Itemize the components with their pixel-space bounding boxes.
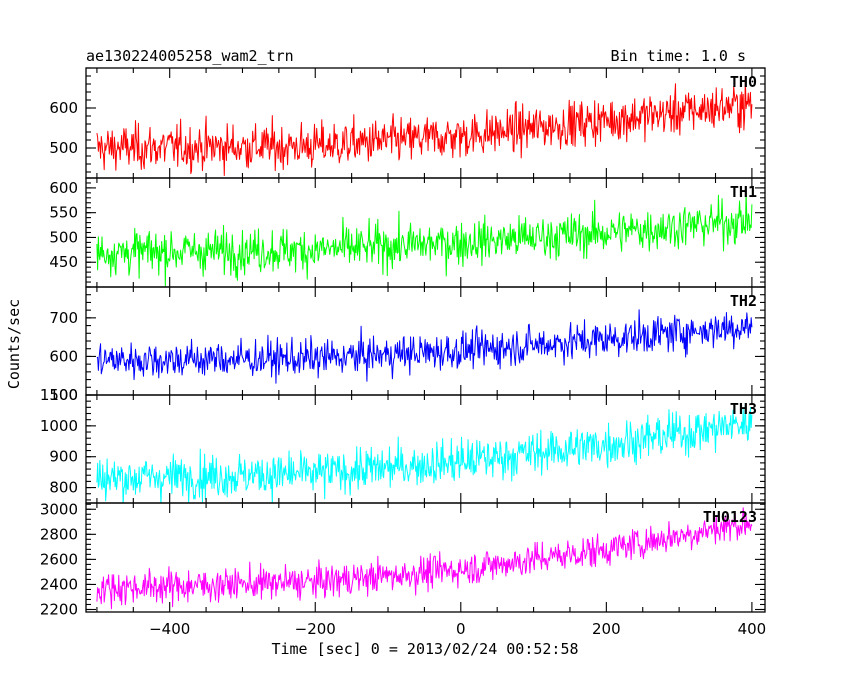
y-tick-label-th2: 600 <box>49 347 78 365</box>
y-axis-label: Counts/sec <box>5 299 23 389</box>
y-tick-label-th3: 900 <box>49 448 78 466</box>
plot-title-left: ae130224005258_wam2_trn <box>86 47 294 65</box>
series-line-th0123 <box>96 507 753 610</box>
panel-frame-th0123 <box>85 502 766 613</box>
y-tick-label-th1: 550 <box>49 204 78 222</box>
y-tick-label-th0123: 2800 <box>40 525 78 543</box>
x-tick-label: 0 <box>456 620 466 638</box>
panel-label-th1: TH1 <box>730 183 757 201</box>
x-tick-label: 200 <box>592 620 621 638</box>
y-tick-label-th1: 500 <box>49 228 78 246</box>
y-tick-label-th1: 450 <box>49 253 78 271</box>
series-line-th2 <box>96 309 753 384</box>
y-tick-label-th0123: 3000 <box>40 500 78 518</box>
series-line-th1 <box>96 191 753 287</box>
x-tick-label: 400 <box>738 620 767 638</box>
y-tick-label-th3: 1000 <box>40 417 78 435</box>
x-tick-label: −400 <box>149 620 190 638</box>
plot-title-right: Bin time: 1.0 s <box>611 47 746 65</box>
y-tick-label-th0123: 2400 <box>40 575 78 593</box>
y-tick-label-th0: 600 <box>49 99 78 117</box>
y-tick-label-th3: 1100 <box>40 386 78 404</box>
y-tick-label-th2: 700 <box>49 309 78 327</box>
panels-group: 500 600 TH0 450 500 550 600 TH1 500 600 700 TH2 800 9… <box>40 67 767 638</box>
y-tick-label-th2: 500 <box>49 386 78 404</box>
panel-label-th0123: TH0123 <box>703 508 757 526</box>
panel-label-th2: TH2 <box>730 292 757 310</box>
y-tick-label-th0123: 2200 <box>40 600 78 618</box>
x-axis-label: Time [sec] 0 = 2013/02/24 00:52:58 <box>271 640 578 658</box>
panel-label-th0: TH0 <box>730 73 757 91</box>
y-tick-label-th3: 800 <box>49 479 78 497</box>
series-line-th3 <box>96 403 753 503</box>
y-tick-label-th0: 500 <box>49 139 78 157</box>
y-tick-label-th0123: 2600 <box>40 550 78 568</box>
series-line-th0 <box>96 78 753 176</box>
x-tick-label: −200 <box>295 620 336 638</box>
y-tick-label-th1: 600 <box>49 179 78 197</box>
panel-label-th3: TH3 <box>730 400 757 418</box>
